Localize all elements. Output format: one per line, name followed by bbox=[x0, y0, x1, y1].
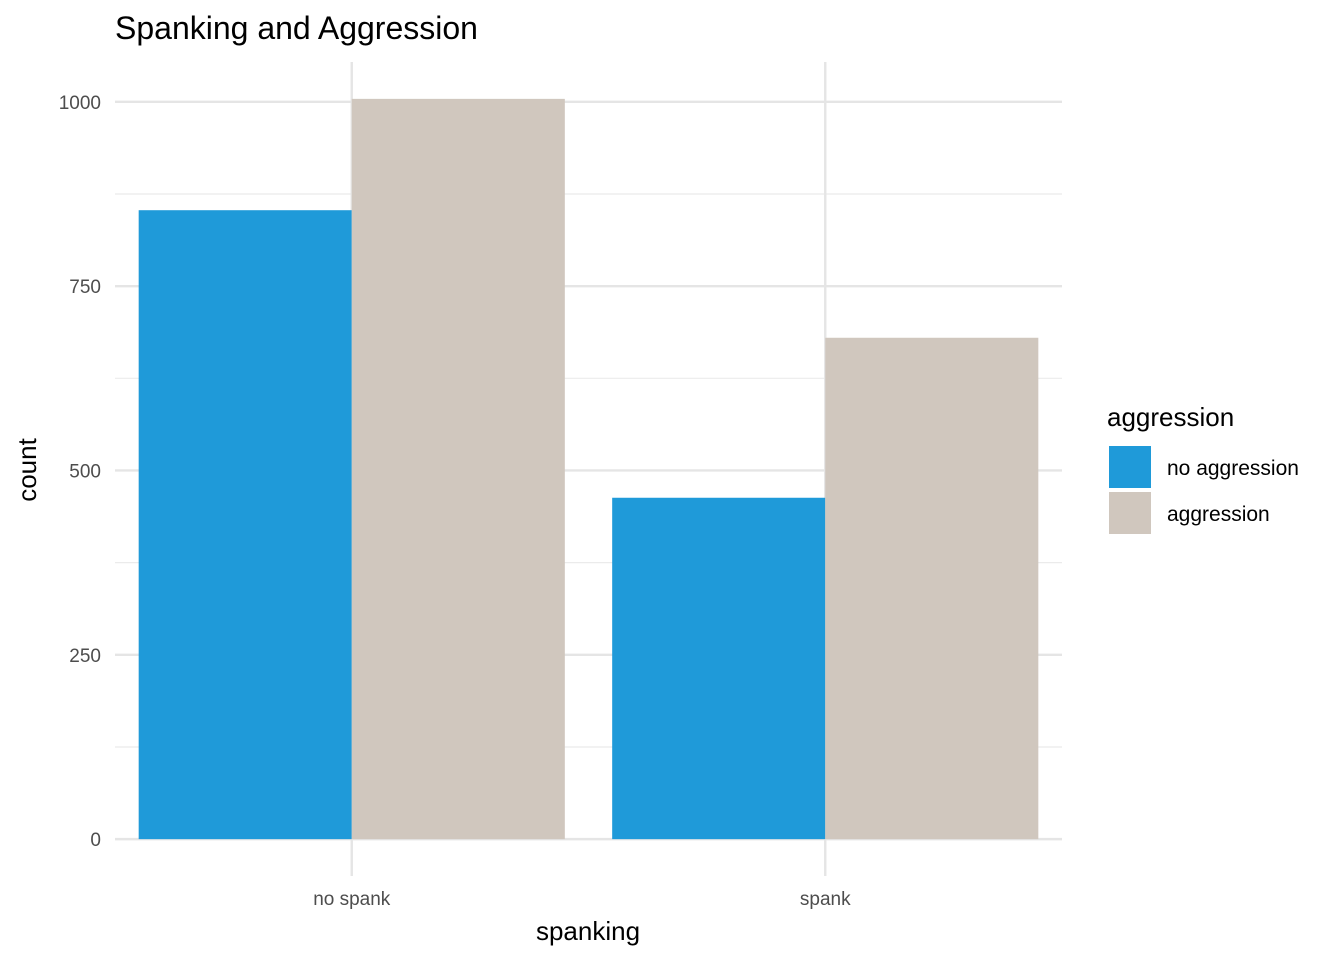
x-axis-title: spanking bbox=[536, 916, 640, 946]
legend: aggression no aggression aggression bbox=[1107, 402, 1299, 534]
bar-no-aggression-no-spank bbox=[138, 210, 352, 840]
x-tick-labels: no spank spank bbox=[313, 889, 851, 910]
y-tick-label: 0 bbox=[90, 830, 101, 851]
legend-key bbox=[1109, 492, 1151, 534]
x-tick-label: no spank bbox=[313, 889, 391, 910]
y-tick-labels: 0 250 500 750 1000 bbox=[59, 93, 101, 851]
y-tick-label: 500 bbox=[69, 461, 101, 482]
legend-key bbox=[1109, 446, 1151, 488]
y-axis-title: count bbox=[12, 437, 42, 501]
legend-label: aggression bbox=[1167, 503, 1270, 526]
legend-title: aggression bbox=[1107, 402, 1234, 432]
y-tick-label: 750 bbox=[69, 277, 101, 298]
bars bbox=[138, 98, 1039, 840]
y-tick-label: 250 bbox=[69, 646, 101, 667]
bar-no-aggression-spank bbox=[612, 497, 826, 840]
legend-label: no aggression bbox=[1167, 457, 1299, 480]
chart-title: Spanking and Aggression bbox=[115, 10, 478, 46]
x-tick-label: spank bbox=[800, 889, 851, 910]
bar-aggression-no-spank bbox=[351, 98, 565, 840]
bar-aggression-spank bbox=[825, 337, 1039, 840]
y-tick-label: 1000 bbox=[59, 93, 101, 114]
